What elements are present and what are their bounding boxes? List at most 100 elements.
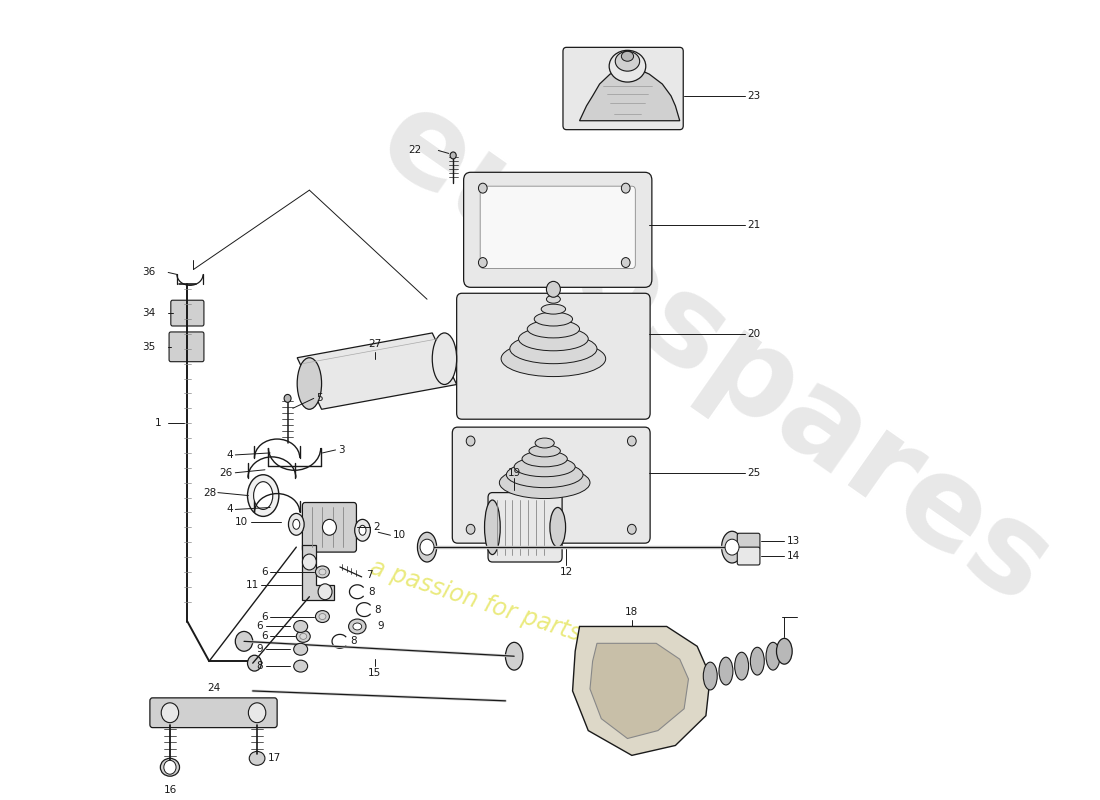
Text: 34: 34: [142, 308, 155, 318]
Circle shape: [725, 539, 739, 555]
Ellipse shape: [527, 320, 580, 338]
Ellipse shape: [522, 451, 568, 467]
Text: 6: 6: [261, 567, 267, 577]
Text: 27: 27: [368, 339, 382, 349]
Ellipse shape: [293, 519, 300, 530]
Text: 9: 9: [256, 644, 263, 654]
Polygon shape: [573, 626, 711, 755]
Circle shape: [302, 554, 317, 570]
Ellipse shape: [777, 638, 792, 664]
Text: 4: 4: [227, 505, 233, 514]
Ellipse shape: [541, 304, 565, 314]
Text: 22: 22: [408, 146, 421, 155]
Circle shape: [627, 524, 636, 534]
Text: 18: 18: [625, 606, 638, 617]
Circle shape: [235, 631, 253, 651]
Circle shape: [621, 183, 630, 193]
Ellipse shape: [547, 295, 560, 303]
Ellipse shape: [509, 334, 597, 364]
Text: 25: 25: [748, 468, 761, 478]
FancyBboxPatch shape: [452, 427, 650, 543]
Ellipse shape: [502, 341, 606, 377]
FancyBboxPatch shape: [463, 172, 652, 287]
Text: 6: 6: [261, 631, 267, 642]
Circle shape: [284, 394, 292, 402]
FancyBboxPatch shape: [170, 300, 204, 326]
FancyBboxPatch shape: [563, 47, 683, 130]
Text: 1: 1: [155, 418, 162, 428]
Ellipse shape: [766, 642, 780, 670]
Ellipse shape: [506, 642, 522, 670]
Ellipse shape: [615, 51, 640, 71]
Circle shape: [420, 539, 434, 555]
Ellipse shape: [319, 569, 326, 575]
Circle shape: [450, 152, 456, 159]
Text: 6: 6: [261, 611, 267, 622]
Circle shape: [322, 519, 337, 535]
Text: 8: 8: [367, 586, 374, 597]
Ellipse shape: [248, 474, 279, 516]
Text: 13: 13: [786, 536, 800, 546]
Ellipse shape: [722, 531, 742, 563]
Text: 6: 6: [256, 622, 263, 631]
Ellipse shape: [535, 438, 554, 448]
Text: 20: 20: [748, 329, 761, 339]
Ellipse shape: [354, 519, 371, 541]
Text: 2: 2: [373, 522, 380, 532]
Ellipse shape: [349, 619, 366, 634]
Ellipse shape: [359, 526, 366, 535]
Ellipse shape: [316, 566, 329, 578]
Polygon shape: [297, 333, 456, 410]
Ellipse shape: [518, 327, 589, 350]
Text: 7: 7: [366, 570, 373, 580]
Ellipse shape: [609, 50, 646, 82]
Text: 9: 9: [377, 622, 384, 631]
Circle shape: [466, 524, 475, 534]
Ellipse shape: [294, 643, 308, 655]
Ellipse shape: [319, 614, 326, 619]
Text: 24: 24: [207, 683, 220, 693]
Ellipse shape: [432, 333, 456, 385]
Circle shape: [318, 584, 332, 600]
Ellipse shape: [294, 660, 308, 672]
Text: 12: 12: [560, 567, 573, 577]
FancyBboxPatch shape: [737, 547, 760, 565]
Text: 36: 36: [142, 267, 155, 278]
Ellipse shape: [250, 751, 265, 766]
FancyBboxPatch shape: [150, 698, 277, 728]
Text: eurospares: eurospares: [356, 78, 1072, 630]
Ellipse shape: [514, 457, 575, 477]
Circle shape: [621, 258, 630, 267]
Text: 11: 11: [245, 580, 258, 590]
Text: 8: 8: [375, 605, 382, 614]
Circle shape: [249, 703, 266, 722]
Text: 4: 4: [227, 450, 233, 460]
Ellipse shape: [535, 312, 573, 326]
Circle shape: [627, 436, 636, 446]
Ellipse shape: [294, 621, 308, 633]
FancyBboxPatch shape: [302, 502, 356, 552]
Text: 26: 26: [219, 468, 233, 478]
FancyBboxPatch shape: [488, 493, 562, 562]
Circle shape: [162, 703, 178, 722]
Text: 19: 19: [507, 468, 520, 478]
FancyBboxPatch shape: [169, 332, 204, 362]
Circle shape: [466, 436, 475, 446]
Circle shape: [164, 760, 176, 774]
Polygon shape: [580, 68, 680, 121]
Circle shape: [478, 183, 487, 193]
Text: 35: 35: [142, 342, 155, 352]
Ellipse shape: [621, 51, 634, 62]
Ellipse shape: [484, 500, 500, 554]
Text: 10: 10: [393, 530, 406, 540]
Circle shape: [248, 655, 262, 671]
Circle shape: [547, 282, 560, 298]
Polygon shape: [590, 643, 689, 738]
Text: 5: 5: [317, 394, 323, 403]
Ellipse shape: [297, 358, 321, 410]
Ellipse shape: [750, 647, 764, 675]
Text: 8: 8: [350, 636, 358, 646]
Ellipse shape: [288, 514, 304, 535]
Ellipse shape: [499, 467, 590, 498]
Polygon shape: [302, 545, 333, 600]
